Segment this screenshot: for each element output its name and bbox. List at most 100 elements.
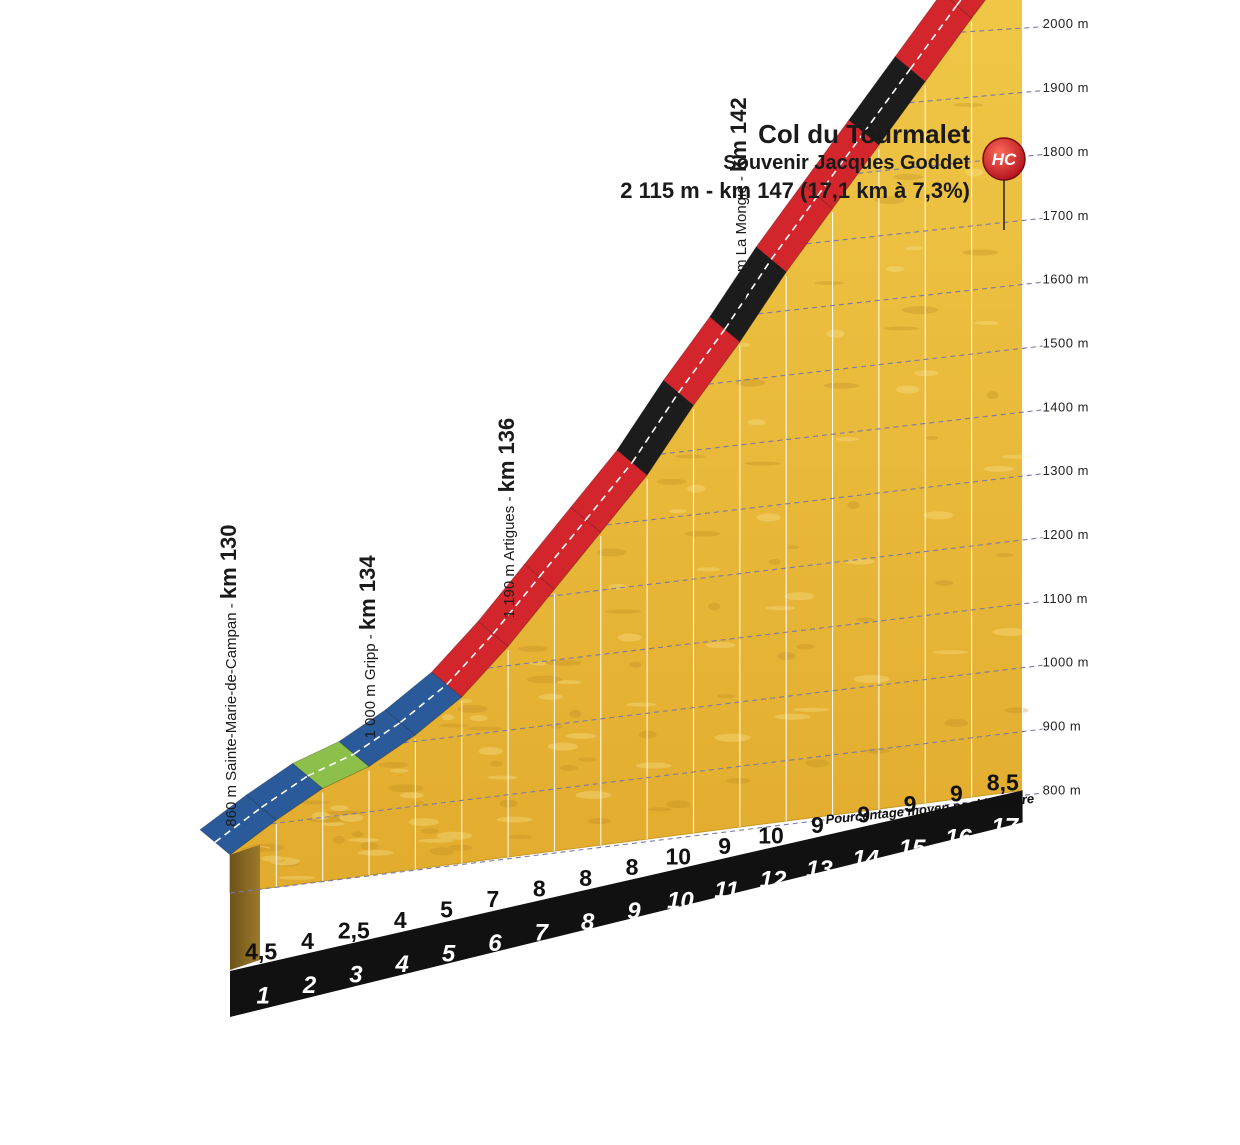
terrain-mottle [895,385,920,394]
hc-category-label: HC [992,150,1017,169]
gradient-label: 9 [950,780,963,806]
terrain-mottle [387,784,424,793]
km-label: 11 [714,877,739,904]
altitude-tick-label: 1600 m [1043,272,1089,287]
terrain-mottle [538,693,563,700]
altitude-gridline [660,409,1043,455]
terrain-mottle [914,370,939,377]
terrain-mottle [351,831,364,838]
altitude-gridline [271,728,1043,825]
terrain-mottle [626,702,657,707]
gradient-label: 9 [811,812,824,838]
terrain-mottle [874,196,905,205]
terrain-mottle [390,768,409,773]
terrain-mottle [765,606,796,611]
terrain-mottle [281,860,300,867]
gradient-label: 8,5 [987,770,1019,796]
summit-name: Col du Tourmalet [758,119,970,149]
terrain-mottle [944,718,969,727]
terrain-mottle [417,838,454,843]
gradient-label: 9 [718,833,731,859]
terrain-mottle [923,511,954,520]
km-label: 13 [806,856,833,883]
terrain-mottle [687,484,706,493]
terrain-mottle [726,777,751,784]
terrain-mottle [550,724,563,729]
altitude-gridline [548,537,1043,597]
terrain-mottle [332,835,345,844]
terrain-mottle [420,827,439,834]
terrain-mottle [853,674,890,683]
gradient-label: 9 [904,791,917,817]
terrain-mottle [717,694,736,699]
gradient-label: 10 [666,844,692,870]
terrain-mottle [348,838,379,843]
road-centerline [492,576,541,635]
terrain-mottle [675,454,706,459]
terrain-mottle [605,609,642,614]
km-label: 16 [945,824,972,851]
terrain-mottle [260,855,285,862]
altitude-tick-label: 900 m [1043,719,1082,734]
road-centerline [909,5,958,70]
terrain-mottle [714,733,751,742]
terrain-mottle [902,306,939,315]
terrain-mottle [983,465,1014,472]
altitude-gridline [909,90,1043,104]
terrain-mottle [705,642,736,649]
terrain-mottle [992,627,1029,636]
waypoint-label: 1 000 m Gripp - km 134 [355,555,380,739]
terrain-mottle [357,849,394,856]
gradient-label: 7 [487,886,500,912]
terrain-mottle [962,249,999,256]
waypoint-text: 1 690 m La Mongie - [733,172,750,314]
terrain-mottle [756,513,781,522]
waypoint-text: 860 m Sainte-Marie-de-Campan - [223,599,240,827]
terrain-mottle [429,847,454,856]
km-band [230,790,1023,1017]
terrain-mottle [466,726,503,731]
terrain-mottle [587,818,612,825]
terrain-side [230,844,260,970]
terrain-mottle [905,246,924,251]
terrain-mottle [547,742,578,751]
terrain-mottle [768,558,781,565]
altitude-tick-label: 1700 m [1043,208,1089,223]
terrain-mottle [330,805,349,812]
terrain-mottle [460,698,473,703]
altitude-tick-label: 800 m [1043,782,1082,797]
terrain-mottle [399,792,424,799]
road-centerline [724,258,772,330]
terrain-mottle [696,567,721,572]
road-centerline [307,753,355,777]
road-centerline [214,806,262,843]
terrain-mottle [278,875,315,880]
altitude-gridline [708,345,1043,385]
terrain-mottle [557,680,582,685]
terrain-mottle [935,580,954,587]
terrain-mottle [847,501,860,510]
terrain-mottle [774,713,811,720]
terrain-mottle [735,378,766,387]
road-centerline [677,328,726,394]
terrain-mottle [496,816,533,823]
gradient-label: 4 [394,907,407,933]
altitude-tick-label: 1800 m [1043,144,1089,159]
km-label: 1 [256,983,269,1010]
gradient-label: 8 [533,875,546,901]
gradient-label: 4 [301,928,314,954]
terrain-mottle [666,800,691,809]
terrain-mottle [635,762,672,769]
road-centerline [399,683,448,724]
terrain-mottle [844,558,875,565]
terrain-mottle [793,707,830,712]
road-centerline [631,392,680,463]
terrain-mottle [932,650,969,655]
road-centerline [585,462,633,521]
terrain-mottle [408,817,439,826]
km-label: 3 [349,962,363,989]
waypoint-text: 1 000 m Gripp - [362,630,379,738]
terrain-mottle [566,732,597,739]
terrain-mottle [617,633,642,642]
km-label: 10 [667,888,694,915]
